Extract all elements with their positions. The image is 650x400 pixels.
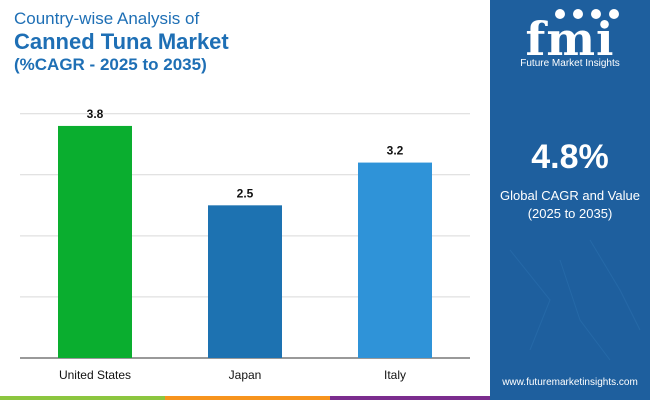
value-label: 2.5 bbox=[237, 186, 254, 200]
bar-united-states bbox=[58, 125, 132, 359]
bar-italy bbox=[358, 162, 432, 358]
website-url: www.futuremarketinsights.com bbox=[502, 377, 638, 388]
chart-title: Country-wise Analysis of Canned Tuna Mar… bbox=[14, 8, 484, 76]
kpi-label: Global CAGR and Value bbox=[500, 188, 640, 203]
bar-chart: 3.8 United States 2.5 Japan 3.2 Italy bbox=[20, 107, 470, 382]
title-line-1: Country-wise Analysis of bbox=[14, 9, 200, 28]
kpi-value: 4.8% bbox=[531, 138, 609, 176]
category-label: Italy bbox=[384, 368, 406, 382]
kpi-period: (2025 to 2035) bbox=[527, 206, 613, 221]
logo: fmi Future Market Insights bbox=[490, 0, 650, 78]
sidebar-panel: fmi Future Market Insights 4.8% Global C… bbox=[490, 0, 650, 400]
bar-japan bbox=[208, 205, 282, 358]
category-label: United States bbox=[59, 368, 131, 382]
title-line-2: Canned Tuna Market bbox=[14, 29, 229, 54]
title-line-3: (%CAGR - 2025 to 2035) bbox=[14, 55, 207, 74]
strip-green bbox=[0, 396, 165, 400]
strip-orange bbox=[165, 396, 330, 400]
brand-name: Future Market Insights bbox=[520, 58, 620, 69]
logo-mark: fmi bbox=[525, 12, 615, 66]
strip-purple bbox=[330, 396, 490, 400]
value-label: 3.8 bbox=[87, 107, 104, 121]
category-label: Japan bbox=[229, 368, 262, 382]
background-pattern bbox=[509, 239, 641, 361]
value-label: 3.2 bbox=[387, 144, 404, 158]
logo-icons bbox=[555, 9, 619, 19]
